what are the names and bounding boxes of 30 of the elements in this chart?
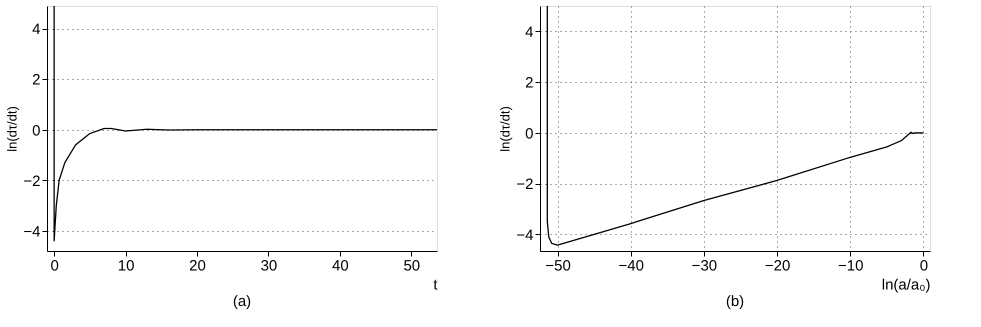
y-tick-label: 0 xyxy=(525,125,534,142)
x-tick-label: −50 xyxy=(545,258,571,274)
x-tick-label: 30 xyxy=(260,258,278,274)
x-tick-label: 10 xyxy=(118,258,134,274)
y-tick-label: −4 xyxy=(23,223,40,240)
x-tick-label: −30 xyxy=(692,258,718,274)
line-series xyxy=(546,6,924,246)
x-tick-label: 20 xyxy=(189,258,206,274)
x-axis-title: ln(a/a₀) xyxy=(882,276,930,294)
y-tick-label: 2 xyxy=(525,74,534,92)
text: (b) xyxy=(726,293,744,310)
x-tick-label: −10 xyxy=(838,258,864,274)
y-tick-label: 2 xyxy=(32,72,40,89)
y-tick-label: 4 xyxy=(32,21,40,38)
text: (a) xyxy=(232,293,252,310)
line-series xyxy=(53,6,437,242)
y-axis-title: ln(dτ/dt) xyxy=(4,106,20,152)
x-axis-title: t xyxy=(433,276,438,294)
y-axis-title: ln(dτ/dt) xyxy=(497,106,512,152)
x-tick-label: 50 xyxy=(403,258,420,274)
x-tick-label: 0 xyxy=(50,258,59,274)
x-tick-label: −40 xyxy=(618,258,644,274)
y-tick-label: 4 xyxy=(525,24,534,41)
y-tick-label: −2 xyxy=(23,172,40,190)
x-tick-label: −20 xyxy=(764,258,790,274)
x-tick-label: 40 xyxy=(332,258,349,274)
y-tick-label: −4 xyxy=(516,226,534,244)
y-tick-label: −2 xyxy=(516,176,534,194)
y-tick-label: 0 xyxy=(32,122,40,140)
x-tick-label: 0 xyxy=(920,258,928,274)
